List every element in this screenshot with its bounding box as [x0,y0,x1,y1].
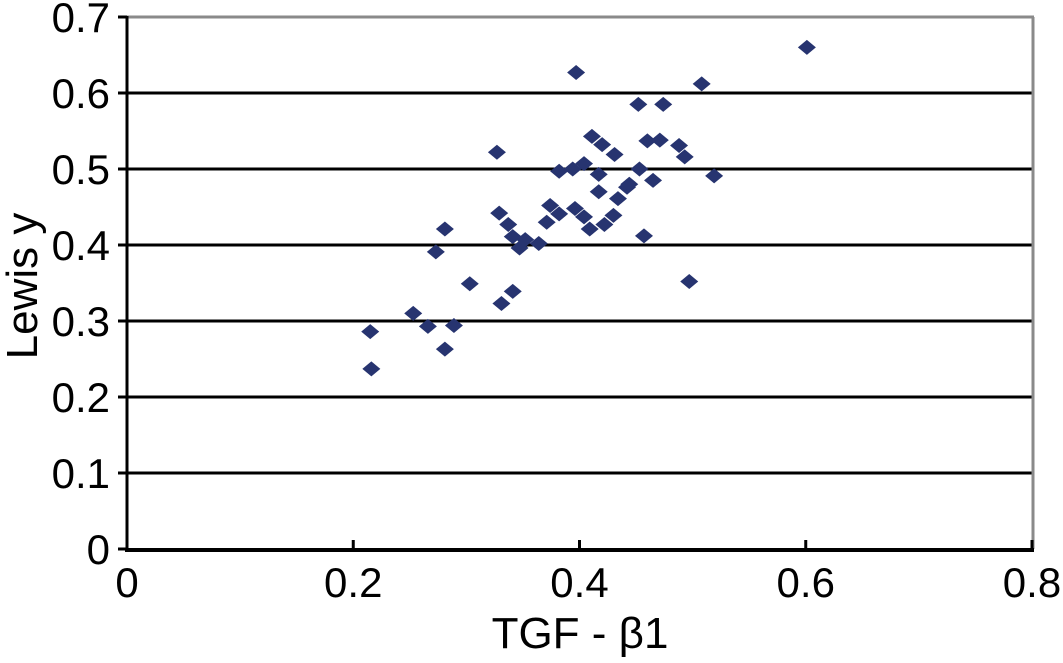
data-point-marker [644,172,663,188]
x-tick-label: 0.6 [777,559,835,606]
y-axis-title: Lewis y [0,212,47,360]
data-point-marker [361,324,380,340]
data-point-marker [490,205,509,221]
data-point-marker [595,216,614,232]
data-point-marker [567,64,586,80]
y-tick-label: 0.2 [52,374,110,421]
x-tick-label: 0 [115,559,138,606]
data-point-marker [680,273,699,289]
y-tick-label: 0.4 [52,222,110,269]
data-point-marker [605,147,624,163]
x-tick-label: 0.4 [550,559,608,606]
data-point-marker [541,197,560,213]
data-point-marker [516,232,535,248]
data-point-marker [589,166,608,182]
y-tick-label: 0.3 [52,298,110,345]
data-point-marker [580,221,599,237]
data-point-marker [692,76,711,92]
data-point-marker [705,168,724,184]
data-point-marker [630,161,649,177]
data-point-marker [418,318,437,334]
data-point-marker [565,201,584,217]
data-point-marker [582,128,601,144]
y-tick-label: 0.7 [52,0,110,41]
data-point-marker [593,137,612,153]
data-point-marker [435,221,454,237]
data-point-marker [529,235,548,251]
data-point-marker [675,149,694,165]
data-point-marker [650,132,669,148]
data-point-marker [503,283,522,299]
data-point-marker [460,276,479,292]
data-point-marker [404,305,423,321]
data-point-marker [638,133,657,149]
y-tick-label: 0.6 [52,70,110,117]
data-point-marker [426,244,445,260]
data-point-marker [492,296,511,312]
data-point-marker [575,209,594,225]
x-tick-label: 0.2 [324,559,382,606]
data-point-marker [444,318,463,334]
data-point-marker [608,191,627,207]
data-point-marker [362,361,381,377]
data-point-marker [634,228,653,244]
data-point-marker [550,163,569,179]
data-point-marker [670,137,689,153]
x-tick-label: 0.8 [1003,559,1061,606]
data-point-marker [550,206,569,222]
data-point-marker [604,207,623,223]
data-point-marker [537,214,556,230]
data-point-marker [629,96,648,112]
y-tick-label: 0 [87,526,110,573]
x-axis-title: TGF - β1 [491,609,669,658]
data-point-marker [620,176,639,192]
data-point-marker [589,184,608,200]
y-tick-label: 0.5 [52,146,110,193]
y-tick-label: 0.1 [52,450,110,497]
data-point-marker [575,156,594,172]
data-point-marker [435,341,454,357]
data-point-marker [797,39,816,55]
data-point-marker [654,96,673,112]
data-point-marker [499,216,518,232]
data-point-marker [487,144,506,160]
